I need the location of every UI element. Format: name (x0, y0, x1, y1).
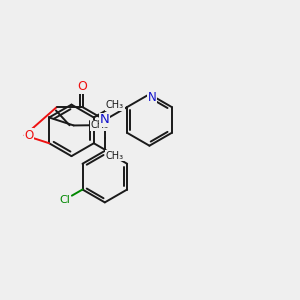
Text: N: N (148, 92, 156, 104)
Text: N: N (100, 113, 110, 126)
Text: CH₃: CH₃ (106, 100, 124, 110)
Text: O: O (25, 129, 34, 142)
Text: O: O (78, 80, 87, 93)
Text: Cl: Cl (59, 195, 70, 205)
Text: CH₃: CH₃ (106, 151, 124, 160)
Text: CH₃: CH₃ (90, 120, 109, 130)
